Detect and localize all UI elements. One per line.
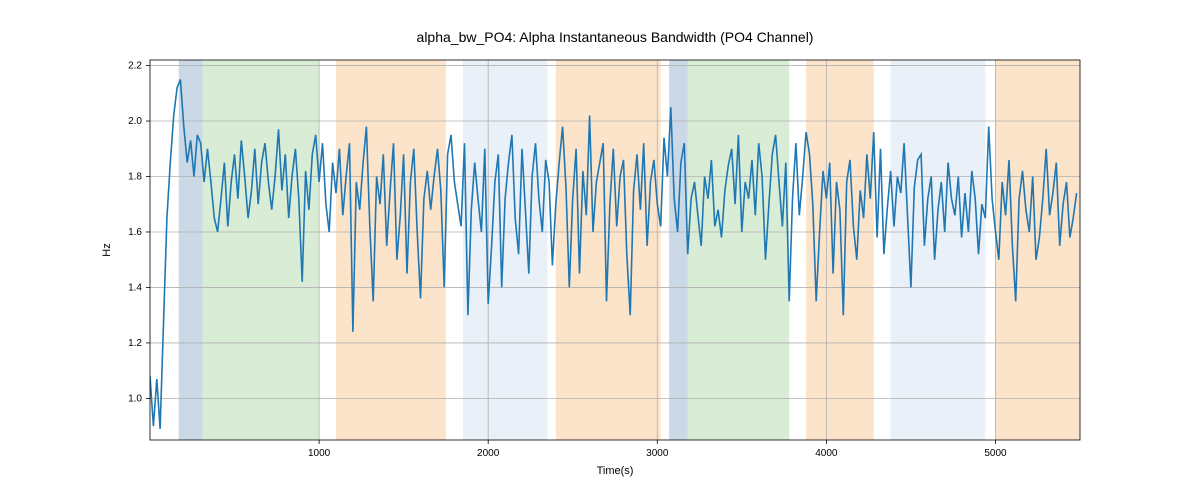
- y-tick-label: 1.4: [128, 282, 142, 293]
- chart-container: 1000 2000 3000 4000 5000 1.0 1.2 1.4 1.6 1.8 2.0 2.…: [0, 0, 1200, 500]
- y-tick-label: 1.0: [128, 393, 142, 404]
- y-tick-label: 1.2: [128, 338, 142, 349]
- band-region: [463, 60, 548, 440]
- background-bands: [179, 60, 1080, 440]
- line-chart: 1000 2000 3000 4000 5000 1.0 1.2 1.4 1.6 1.8 2.0 2.…: [0, 0, 1200, 500]
- x-tick-label: 3000: [646, 448, 669, 459]
- y-tick-label: 2.0: [128, 116, 142, 127]
- x-tick-label: 2000: [477, 448, 500, 459]
- band-region: [688, 60, 789, 440]
- y-tick-label: 2.2: [128, 61, 142, 72]
- y-tick-label: 1.8: [128, 171, 142, 182]
- band-region: [179, 60, 203, 440]
- band-region: [806, 60, 874, 440]
- x-tick-label: 4000: [815, 448, 838, 459]
- x-axis-label: Time(s): [597, 465, 634, 477]
- y-axis-label: Hz: [101, 243, 113, 256]
- band-region: [336, 60, 446, 440]
- x-tick-label: 1000: [308, 448, 331, 459]
- x-tick-label: 5000: [984, 448, 1007, 459]
- y-tick-label: 1.6: [128, 227, 142, 238]
- band-region: [891, 60, 986, 440]
- chart-title: alpha_bw_PO4: Alpha Instantaneous Bandwi…: [417, 29, 814, 45]
